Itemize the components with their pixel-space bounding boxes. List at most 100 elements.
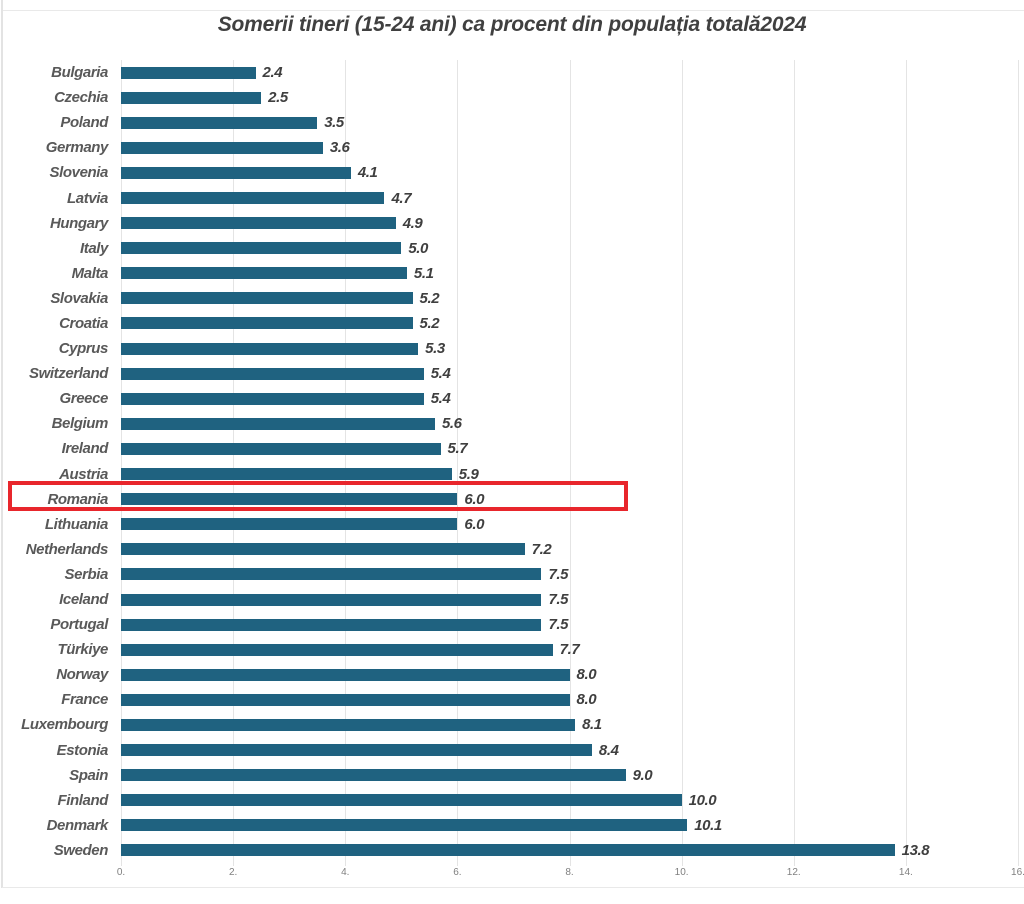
bar-track: 7.2: [121, 541, 1018, 558]
value-label: 5.4: [430, 390, 451, 408]
gridline: [457, 60, 459, 866]
value-label: 5.4: [430, 365, 451, 383]
bar-track: 8.1: [121, 716, 1018, 733]
value-label: 2.5: [268, 89, 288, 107]
sheet-border-bottom: [2, 887, 1024, 888]
value-label: 10.0: [688, 791, 717, 809]
country-label: Croatia: [59, 314, 108, 332]
country-label: Portugal: [50, 616, 108, 634]
bar: [121, 844, 895, 857]
value-label: 5.3: [425, 340, 445, 358]
gridline: [345, 60, 347, 866]
country-label: Austria: [59, 465, 108, 483]
bar-row: Poland 3.5: [0, 110, 1024, 135]
bar: [121, 367, 424, 380]
country-label: Slovakia: [50, 289, 108, 307]
value-label: 4.7: [391, 189, 412, 207]
bar-row: Slovakia 5.2: [0, 286, 1024, 311]
bar-track: 5.9: [121, 466, 1018, 483]
bar: [121, 217, 396, 230]
country-label: Denmark: [46, 816, 109, 834]
chart-title: Somerii tineri (15-24 ani) ca procent di…: [217, 13, 807, 36]
bar: [121, 141, 323, 154]
value-label: 8.0: [576, 691, 597, 709]
bar-track: 5.6: [121, 415, 1018, 432]
value-label: 3.5: [324, 114, 344, 132]
bar-track: 10.1: [121, 817, 1018, 834]
bar: [121, 643, 553, 656]
bar: [121, 242, 402, 255]
bar-row: Latvia 4.7: [0, 185, 1024, 210]
bar-rows: Bulgaria 2.4 Czechia 2.5 Poland 3.5 Germ…: [0, 60, 1024, 863]
bar-track: 7.5: [121, 591, 1018, 608]
gridline: [569, 60, 571, 866]
bar-track: 8.0: [121, 691, 1018, 708]
country-label: Latvia: [67, 189, 108, 207]
country-label: Hungary: [49, 214, 108, 232]
bar-track: 4.7: [121, 190, 1018, 207]
sheet-border-left: [1, 0, 3, 888]
value-label: 4.1: [357, 164, 378, 182]
bar-track: 5.3: [121, 340, 1018, 357]
value-label: 5.6: [441, 415, 462, 433]
bar-row: Iceland 7.5: [0, 587, 1024, 612]
x-tick-label: 12.: [786, 867, 801, 878]
x-tick-label: 6.: [453, 867, 462, 878]
bar: [121, 693, 570, 706]
bar-row: Portugal 7.5: [0, 612, 1024, 637]
bar: [121, 568, 542, 581]
x-tick-label: 10.: [674, 867, 689, 878]
bar-row: Switzerland 5.4: [0, 361, 1024, 386]
bar-track: 7.7: [121, 641, 1018, 658]
value-label: 7.5: [548, 591, 569, 609]
bar-row: Hungary 4.9: [0, 211, 1024, 236]
bar-row: Lithuania 6.0: [0, 512, 1024, 537]
value-label: 8.1: [582, 716, 602, 734]
bar-track: 5.0: [121, 240, 1018, 257]
bar-track: 5.4: [121, 365, 1018, 382]
country-label: Ireland: [61, 440, 109, 458]
bar-row: Estonia 8.4: [0, 738, 1024, 763]
value-label: 6.0: [464, 490, 485, 508]
country-label: Bulgaria: [51, 64, 108, 82]
bar-row: Finland 10.0: [0, 788, 1024, 813]
bar-row: Germany 3.6: [0, 135, 1024, 160]
bar: [121, 192, 385, 205]
bar: [121, 116, 318, 129]
bar-row: Sweden 13.8: [0, 838, 1024, 863]
value-label: 9.0: [632, 766, 653, 784]
country-label: Germany: [45, 139, 109, 157]
bar-track: 5.7: [121, 440, 1018, 457]
bar-row: France 8.0: [0, 687, 1024, 712]
bar: [121, 819, 688, 832]
x-tick-label: 2.: [228, 867, 238, 878]
bar-track: 2.4: [121, 64, 1018, 81]
bar-row: Serbia 7.5: [0, 562, 1024, 587]
bar: [121, 166, 351, 179]
bar-row: Ireland 5.7: [0, 436, 1024, 461]
value-label: 8.0: [576, 666, 597, 684]
bar: [121, 593, 542, 606]
bar: [121, 618, 542, 631]
bar: [121, 518, 458, 531]
bar-row: Norway 8.0: [0, 662, 1024, 687]
bar-track: 10.0: [121, 792, 1018, 809]
sheet-border-top: [2, 10, 1024, 11]
bar: [121, 794, 682, 807]
bar-row: Denmark 10.1: [0, 813, 1024, 838]
value-label: 7.2: [531, 540, 552, 558]
bar-track: 8.4: [121, 742, 1018, 759]
value-label: 5.7: [447, 440, 468, 458]
gridline: [905, 60, 907, 866]
gridline: [121, 60, 122, 866]
value-label: 8.4: [598, 741, 619, 759]
bar-track: 2.5: [121, 89, 1018, 106]
bar-row: Italy 5.0: [0, 236, 1024, 261]
x-tick-label: 4.: [341, 867, 350, 878]
bar-row: Croatia 5.2: [0, 311, 1024, 336]
bar: [121, 91, 262, 104]
country-label: Cyprus: [58, 340, 109, 358]
bar: [121, 668, 570, 681]
bar: [121, 769, 626, 782]
